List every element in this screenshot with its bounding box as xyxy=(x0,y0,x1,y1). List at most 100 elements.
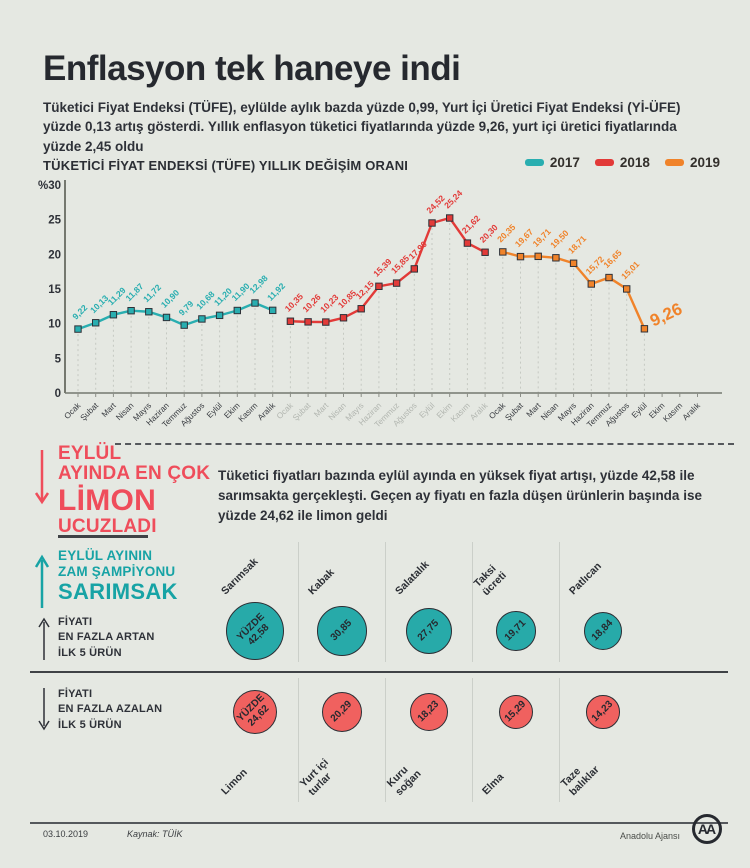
short-divider xyxy=(58,535,148,538)
svg-text:15,01: 15,01 xyxy=(619,259,641,281)
svg-text:%30: %30 xyxy=(38,180,61,192)
decrease-label-line2: EN FAZLA AZALAN xyxy=(58,703,163,716)
decrease-label-line1: FİYATI xyxy=(58,688,93,700)
chart-series xyxy=(74,214,649,333)
increase-label-line3: İLK 5 ÜRÜN xyxy=(58,646,122,659)
product-column: Kabak 30,85 xyxy=(298,542,385,662)
bubble-box: 18,23 xyxy=(386,678,472,746)
product-column: Salatalık 27,75 xyxy=(385,542,472,662)
value-bubble: 15,29 xyxy=(498,694,534,730)
svg-text:Aralık: Aralık xyxy=(681,400,703,422)
increase-row-label: FİYATI EN FAZLA ARTAN İLK 5 ÜRÜN xyxy=(58,615,155,661)
product-name-box: Sarımsak xyxy=(212,542,298,600)
bubble-value: 14,23 xyxy=(590,699,616,725)
value-bubble: 14,23 xyxy=(586,695,620,729)
bubble-value: 18,23 xyxy=(416,699,442,725)
product-column: Patlıcan 18,84 xyxy=(559,542,646,662)
legend-item-2017: 2017 xyxy=(524,155,580,170)
bubble-value: 15,29 xyxy=(503,699,529,725)
champion-headline: EYLÜL AYININ ZAM ŞAMPİYONU SARIMSAK xyxy=(58,548,178,604)
svg-text:Kasım: Kasım xyxy=(449,401,472,424)
product-name-box: Taze balıklar xyxy=(558,746,646,802)
bubble-value: 19,71 xyxy=(503,618,529,644)
svg-text:20: 20 xyxy=(48,249,61,261)
value-bubble: 30,85 xyxy=(317,606,367,656)
legend-swatch xyxy=(524,159,544,166)
svg-text:Şubat: Şubat xyxy=(503,401,525,423)
bubble-value: 30,85 xyxy=(329,618,355,644)
intro-text: Tüketici Fiyat Endeksi (TÜFE), eylülde a… xyxy=(43,99,681,155)
bubble-value: 27,75 xyxy=(416,618,442,644)
legend-label: 2018 xyxy=(619,155,650,170)
value-bubble: 20,29 xyxy=(321,691,363,733)
footer-date: 03.10.2019 xyxy=(43,829,89,839)
legend-swatch xyxy=(664,159,684,166)
footer-agency: Anadolu Ajansı xyxy=(619,831,680,841)
svg-text:20,30: 20,30 xyxy=(477,222,499,244)
svg-text:5: 5 xyxy=(55,353,62,365)
bubble-value: 20,29 xyxy=(329,699,355,725)
product-name-box: Limon xyxy=(212,746,298,802)
product-column: 20,29 Yurt içi turlar xyxy=(298,678,385,802)
champion-line2: ZAM ŞAMPİYONU xyxy=(58,563,176,579)
row-divider xyxy=(30,671,728,673)
product-name-box: Kuru soğan xyxy=(384,746,472,802)
bubble-box: 20,29 xyxy=(299,678,385,746)
svg-text:21,62: 21,62 xyxy=(460,213,482,235)
footer-divider xyxy=(30,822,728,824)
chart-droplines xyxy=(77,223,645,393)
svg-text:12,15: 12,15 xyxy=(354,279,376,301)
champion-line3: SARIMSAK xyxy=(58,579,178,605)
chart-axis: %30 25 20 15 10 5 0 xyxy=(38,180,722,400)
svg-text:Kasım: Kasım xyxy=(661,401,684,424)
value-bubble: 18,84 xyxy=(583,611,623,651)
svg-text:10,90: 10,90 xyxy=(159,287,181,309)
value-bubble: 18,23 xyxy=(410,693,448,731)
svg-text:Şubat: Şubat xyxy=(79,401,101,423)
bubble-value: 18,84 xyxy=(590,618,616,644)
cheapest-line1: EYLÜL xyxy=(58,443,122,464)
svg-text:11,87: 11,87 xyxy=(123,281,145,303)
bubble-box: YÜZDE 42,58 xyxy=(212,600,298,662)
product-name-box: Yurt içi turlar xyxy=(297,746,385,802)
product-column: Sarımsak YÜZDE 42,58 xyxy=(212,542,298,662)
bubble-box: 14,23 xyxy=(560,678,646,746)
value-bubble: YÜZDE 42,58 xyxy=(225,601,285,661)
chart-value-labels: 9,2210,1311,2911,8711,7210,909,7910,6811… xyxy=(70,188,685,330)
chart-series-2019 xyxy=(499,248,649,333)
cheapest-line4: UCUZLADI xyxy=(58,515,157,537)
svg-text:12,98: 12,98 xyxy=(247,273,269,295)
legend-item-2019: 2019 xyxy=(664,155,720,170)
legend-swatch xyxy=(594,159,614,166)
footer-source: Kaynak: TÜİK xyxy=(127,829,183,839)
product-name: Kuru soğan xyxy=(384,763,424,798)
svg-text:15: 15 xyxy=(48,284,61,296)
svg-text:0: 0 xyxy=(55,388,61,400)
product-name: Yurt içi turlar xyxy=(297,755,334,798)
increase-label-line2: EN FAZLA ARTAN xyxy=(58,631,155,644)
product-column: Taksi ücreti 19,71 xyxy=(472,542,559,662)
svg-text:Aralık: Aralık xyxy=(468,400,490,422)
product-name: Taze balıklar xyxy=(558,762,602,798)
top-decreasing-products: YÜZDE 24,62 Limon 20,29 Yurt içi turlar 18,2… xyxy=(212,678,646,802)
cheapest-line3: LİMON xyxy=(58,483,157,517)
small-up-arrow-icon xyxy=(38,617,50,660)
legend-item-2018: 2018 xyxy=(594,155,650,170)
legend-label: 2019 xyxy=(689,155,720,170)
page-title: Enflasyon tek haneye indi xyxy=(43,49,461,89)
svg-text:25,24: 25,24 xyxy=(442,188,464,210)
svg-text:Eylül: Eylül xyxy=(205,401,224,420)
svg-text:Kasım: Kasım xyxy=(237,401,260,424)
product-column: YÜZDE 24,62 Limon xyxy=(212,678,298,802)
chart-title: TÜKETİCİ FİYAT ENDEKSİ (TÜFE) YILLIK DEĞ… xyxy=(43,158,409,173)
legend-label: 2017 xyxy=(549,155,580,170)
svg-text:10,35: 10,35 xyxy=(283,291,305,313)
svg-text:16,65: 16,65 xyxy=(601,248,623,270)
bubble-box: 30,85 xyxy=(299,600,385,662)
product-name: Taksi ücreti xyxy=(471,562,509,598)
cheapest-line2: AYINDA EN ÇOK xyxy=(58,463,211,485)
svg-text:10,26: 10,26 xyxy=(300,292,322,314)
aa-logo: AA xyxy=(692,814,722,844)
